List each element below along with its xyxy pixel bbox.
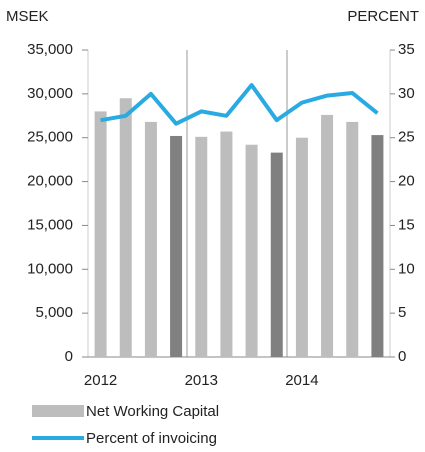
legend-label: Percent of invoicing xyxy=(86,430,217,447)
y2-tick-label: 0 xyxy=(398,348,406,365)
y-tick-label: 5,000 xyxy=(35,304,73,321)
bar xyxy=(220,131,233,357)
bar xyxy=(245,144,258,357)
y2-axis-title: PERCENT xyxy=(347,8,419,25)
bar xyxy=(94,111,107,358)
y2-tick-label: 10 xyxy=(398,260,415,277)
legend-swatch xyxy=(32,405,84,417)
bar xyxy=(144,121,157,357)
y-tick-label: 20,000 xyxy=(27,173,73,190)
bar xyxy=(371,135,384,357)
y-tick-label: 25,000 xyxy=(27,129,73,146)
bar xyxy=(295,137,308,357)
y2-tick-label: 5 xyxy=(398,304,406,321)
bar xyxy=(195,136,208,357)
y2-tick-label: 30 xyxy=(398,85,415,102)
bar xyxy=(119,98,132,357)
y2-tick-label: 15 xyxy=(398,216,415,233)
legend-label: Net Working Capital xyxy=(86,403,219,420)
bar xyxy=(346,121,359,357)
bar xyxy=(321,114,334,357)
y-tick-label: 10,000 xyxy=(27,260,73,277)
y2-tick-label: 25 xyxy=(398,129,415,146)
y-tick-label: 15,000 xyxy=(27,216,73,233)
y-tick-label: 30,000 xyxy=(27,85,73,102)
x-tick-label: 2014 xyxy=(285,372,318,389)
y-axis-title: MSEK xyxy=(6,8,49,25)
y-tick-label: 0 xyxy=(65,348,73,365)
y-tick-label: 35,000 xyxy=(27,41,73,58)
bar xyxy=(270,152,283,357)
line xyxy=(100,83,379,126)
y2-tick-label: 20 xyxy=(398,173,415,190)
y2-tick-label: 35 xyxy=(398,41,415,58)
bar xyxy=(170,135,183,357)
x-tick-label: 2012 xyxy=(84,372,117,389)
x-tick-label: 2013 xyxy=(185,372,218,389)
